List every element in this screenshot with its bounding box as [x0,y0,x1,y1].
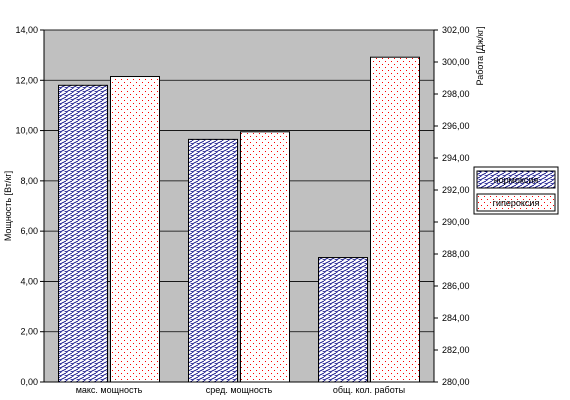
gridlines [44,29,434,333]
right-tick-label: 288,00 [442,249,470,259]
left-tick-label: 6,00 [20,226,38,236]
left-tick-label: 14,00 [15,25,38,35]
bar-normoxia [188,138,238,383]
right-tick-label: 300,00 [442,57,470,67]
right-tick-label: 292,00 [442,185,470,195]
bar-hyperoxia [240,131,290,383]
right-tick-label: 294,00 [442,153,470,163]
x-tick-label: сред. мощность [206,385,273,395]
left-tick-label: 0,00 [20,377,38,387]
legend-label-hyperoxia: гипероксия [493,198,540,208]
left-tick-label: 8,00 [20,176,38,186]
x-axis-labels: макс. мощность сред. мощность общ. кол. ра… [76,385,405,395]
right-tick-label: 290,00 [442,217,470,227]
plot-area [43,29,435,383]
right-tick-label: 286,00 [442,281,470,291]
legend-label-normoxia: нормоксия [494,175,539,185]
right-tick-label: 296,00 [442,121,470,131]
bar-hyperoxia [110,76,160,383]
left-tick-label: 10,00 [15,126,38,136]
left-tick-label: 2,00 [20,327,38,337]
right-tick-label: 282,00 [442,345,470,355]
left-axis-title: Мощность [Вт/кг] [3,171,13,241]
right-tick-label: 284,00 [442,313,470,323]
right-tick-label: 302,00 [442,25,470,35]
legend: нормоксия гипероксия [473,166,559,215]
right-tick-label: 280,00 [442,377,470,387]
x-tick-label: макс. мощность [76,385,143,395]
bar-normoxia [318,257,368,383]
bar-hyperoxia [370,56,420,383]
right-tick-label: 298,00 [442,89,470,99]
left-y-axis: 0,00 2,00 4,00 6,00 8,00 10,00 12,00 14,00 [15,25,434,387]
right-axis-title: Работа [Дж/кг] [475,26,485,85]
legend-swatch-normoxia [476,170,556,189]
bar-normoxia [58,84,108,383]
left-tick-label: 4,00 [20,276,38,286]
x-tick-label: общ. кол. работы [333,385,405,395]
bars-group [58,56,420,383]
legend-swatch-hyperoxia [476,193,556,212]
right-y-axis: 280,00 282,00 284,00 286,00 288,00 290,00 292,… [433,25,470,387]
left-tick-label: 12,00 [15,75,38,85]
